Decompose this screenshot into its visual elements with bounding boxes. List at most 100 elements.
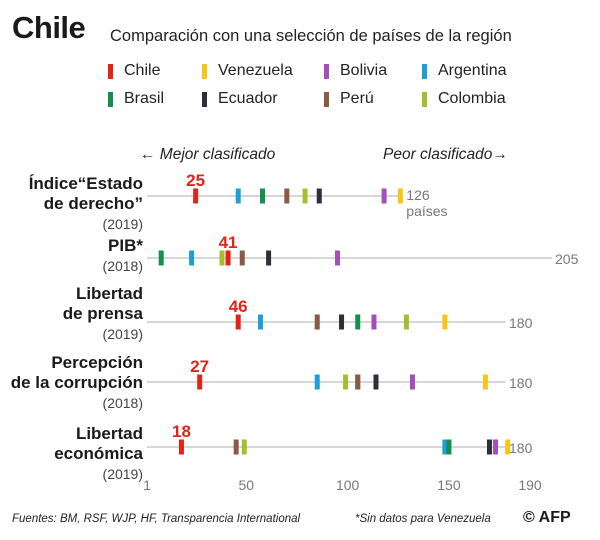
rank-mark-argentina xyxy=(189,250,195,266)
chile-rank-label: 18 xyxy=(172,422,191,441)
legend-label: Perú xyxy=(340,90,374,107)
rank-mark-peru xyxy=(233,439,239,455)
rank-mark-colombia xyxy=(343,374,349,390)
legend-item: Brasil xyxy=(108,90,164,108)
x-tick-label: 50 xyxy=(239,477,255,493)
rank-mark-bolivia xyxy=(381,188,387,204)
chart-title: Chile xyxy=(12,10,86,45)
rank-mark-venezuela xyxy=(397,188,403,204)
row-total-label: 180 xyxy=(509,315,533,331)
category-label: PIB* xyxy=(108,236,143,255)
rank-mark-colombia xyxy=(302,188,308,204)
category-year: (2019) xyxy=(103,216,143,232)
x-tick-label: 190 xyxy=(518,477,542,493)
rank-mark-argentina xyxy=(314,374,320,390)
rank-mark-ecuador xyxy=(266,250,272,266)
category-year: (2018) xyxy=(103,395,143,411)
legend-label: Bolivia xyxy=(340,62,388,79)
legend-item: Ecuador xyxy=(202,90,278,108)
legend-label: Venezuela xyxy=(218,62,293,79)
legend-swatch xyxy=(108,63,113,79)
x-tick-label: 150 xyxy=(437,477,461,493)
rank-mark-colombia xyxy=(219,250,225,266)
category-year: (2019) xyxy=(103,326,143,342)
rank-mark-argentina xyxy=(257,314,263,330)
legend-swatch xyxy=(202,63,207,79)
rank-mark-colombia xyxy=(241,439,247,455)
row-total-label: países xyxy=(406,203,447,219)
rank-mark-bolivia xyxy=(371,314,377,330)
legend-item: Venezuela xyxy=(202,62,293,80)
row-total-label: 180 xyxy=(509,375,533,391)
rank-mark-ecuador xyxy=(339,314,345,330)
rank-mark-bolivia xyxy=(409,374,415,390)
rank-mark-chile xyxy=(193,188,199,204)
category-label: de la corrupción xyxy=(11,373,143,392)
legend-swatch xyxy=(202,91,207,107)
chart-subtitle: Comparación con una selección de países … xyxy=(110,27,512,45)
legend-item: Bolivia xyxy=(324,62,387,80)
rank-mark-ecuador xyxy=(486,439,492,455)
chile-rank-label: 46 xyxy=(229,297,248,316)
category-label: económica xyxy=(54,444,143,463)
legend-label: Chile xyxy=(124,62,161,79)
category-year: (2019) xyxy=(103,466,143,482)
legend-swatch xyxy=(422,63,427,79)
chile-rank-label: 25 xyxy=(186,171,205,190)
legend-swatch xyxy=(324,63,329,79)
category-label: Libertad xyxy=(76,284,143,303)
sources-note: Fuentes: BM, RSF, WJP, HF, Transparencia… xyxy=(12,513,301,525)
legend-swatch xyxy=(108,91,113,107)
category-label: de derecho” xyxy=(44,194,143,213)
rank-mark-venezuela xyxy=(505,439,511,455)
rank-mark-colombia xyxy=(403,314,409,330)
rank-mark-argentina xyxy=(235,188,241,204)
venezuela-note: *Sin datos para Venezuela xyxy=(355,513,491,525)
rank-mark-brasil xyxy=(158,250,164,266)
legend-label: Ecuador xyxy=(218,90,278,107)
legend-item: Perú xyxy=(324,90,374,108)
category-label: Libertad xyxy=(76,424,143,443)
legend-item: Colombia xyxy=(422,90,506,108)
x-tick-label: 100 xyxy=(336,477,360,493)
legend-swatch xyxy=(422,91,427,107)
rank-mark-bolivia xyxy=(493,439,499,455)
rank-mark-chile xyxy=(178,439,184,455)
legend-item: Chile xyxy=(108,62,160,80)
legend-item: Argentina xyxy=(422,62,507,80)
worse-ranked-label: Peor clasificado→ xyxy=(383,146,508,163)
legend-label: Colombia xyxy=(438,90,506,107)
row-total-label: 126 xyxy=(406,187,430,203)
rank-mark-venezuela xyxy=(442,314,448,330)
rank-mark-argentina xyxy=(442,439,448,455)
category-label: Índice“Estado xyxy=(29,174,143,193)
afp-credit: © AFP xyxy=(523,509,571,526)
category-label: de prensa xyxy=(63,304,144,323)
rank-mark-peru xyxy=(314,314,320,330)
legend-label: Argentina xyxy=(438,62,507,79)
rank-mark-chile xyxy=(225,250,231,266)
rank-mark-peru xyxy=(239,250,245,266)
legend-label: Brasil xyxy=(124,90,165,107)
chile-rank-label: 27 xyxy=(190,357,209,376)
category-year: (2018) xyxy=(103,258,143,274)
rank-mark-ecuador xyxy=(316,188,322,204)
rank-mark-peru xyxy=(355,374,361,390)
chile-rank-label: 41 xyxy=(219,233,238,252)
rank-mark-brasil xyxy=(260,188,266,204)
rank-mark-peru xyxy=(284,188,290,204)
category-label: Percepción xyxy=(51,353,143,372)
better-ranked-label: ← Mejor clasificado xyxy=(140,146,276,163)
rank-mark-chile xyxy=(235,314,241,330)
legend-swatch xyxy=(324,91,329,107)
rank-mark-brasil xyxy=(446,439,452,455)
row-total-label: 205 xyxy=(555,251,579,267)
rank-mark-ecuador xyxy=(373,374,379,390)
rank-mark-brasil xyxy=(355,314,361,330)
x-tick-label: 1 xyxy=(143,477,151,493)
row-total-label: 180 xyxy=(509,440,533,456)
rank-mark-chile xyxy=(197,374,203,390)
rank-mark-venezuela xyxy=(482,374,488,390)
rank-mark-bolivia xyxy=(334,250,340,266)
